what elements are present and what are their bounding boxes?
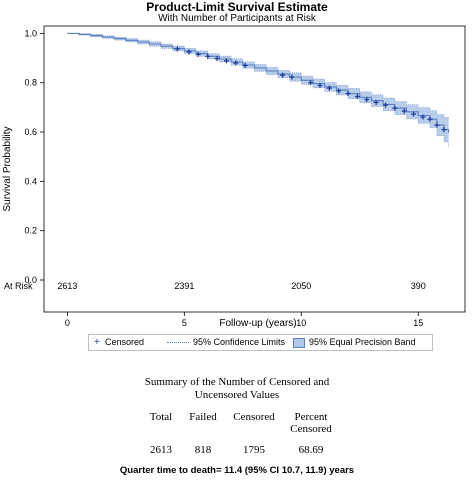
censored-mark bbox=[242, 62, 248, 68]
x-tick-label: 10 bbox=[296, 318, 306, 328]
value-percent-censored: 68.69 bbox=[298, 444, 324, 456]
summary-title-line1: Summary of the Number of Censored and bbox=[144, 376, 330, 388]
y-tick-label: 0.0 bbox=[24, 275, 37, 285]
header-censored: Censored bbox=[233, 411, 275, 423]
at-risk-count: 2050 bbox=[291, 281, 311, 291]
y-tick-label: 0.4 bbox=[24, 176, 37, 186]
censored-mark bbox=[186, 49, 192, 55]
legend-confidence-limits: 95% Confidence Limits bbox=[193, 337, 286, 347]
at-risk-count: 390 bbox=[411, 281, 426, 291]
censored-mark bbox=[326, 85, 332, 91]
censored-mark bbox=[420, 114, 426, 120]
header-total: Total bbox=[149, 411, 173, 423]
value-failed: 818 bbox=[194, 444, 212, 456]
censored-mark bbox=[345, 91, 351, 97]
chart-subtitle: With Number of Participants at Risk bbox=[158, 13, 316, 24]
x-axis-title: Follow-up (years) bbox=[219, 318, 296, 329]
header-percent-censored: Censored bbox=[290, 423, 332, 435]
censored-mark bbox=[336, 88, 342, 94]
chart-title: Product-Limit Survival Estimate bbox=[146, 0, 328, 14]
censored-mark bbox=[280, 72, 286, 78]
censored-mark bbox=[373, 99, 379, 105]
censored-mark bbox=[174, 46, 180, 52]
censored-mark bbox=[195, 51, 201, 57]
legend-precision-band: 95% Equal Precision Band bbox=[309, 337, 416, 347]
header-percent: Percent bbox=[294, 411, 328, 423]
censored-mark bbox=[364, 96, 370, 102]
value-total: 2613 bbox=[150, 444, 172, 456]
y-tick-label: 0.8 bbox=[24, 78, 37, 88]
censored-mark bbox=[205, 53, 211, 59]
censored-mark bbox=[382, 102, 388, 108]
ci-upper-line bbox=[67, 33, 449, 119]
at-risk-label: At Risk bbox=[4, 281, 33, 291]
censored-mark bbox=[411, 111, 417, 117]
censored-marker-icon: + bbox=[94, 337, 100, 348]
quarter-time-note: Quarter time to death= 11.4 (95% CI 10.7… bbox=[119, 465, 355, 476]
summary-title-line2: Uncensored Values bbox=[194, 389, 280, 401]
at-risk-count: 2391 bbox=[174, 281, 194, 291]
censored-mark bbox=[441, 127, 447, 133]
survival-curve bbox=[67, 32, 450, 133]
x-tick-label: 15 bbox=[413, 318, 423, 328]
censored-mark bbox=[427, 116, 433, 122]
equal-precision-band bbox=[67, 33, 449, 147]
censored-mark bbox=[354, 94, 360, 100]
ci-line-icon bbox=[167, 342, 189, 343]
header-failed: Failed bbox=[189, 411, 217, 423]
censored-mark bbox=[401, 108, 407, 114]
legend-censored: Censored bbox=[105, 337, 145, 347]
censored-mark bbox=[214, 56, 220, 62]
censored-mark bbox=[434, 122, 440, 128]
x-tick-label: 0 bbox=[65, 318, 70, 328]
value-censored: 1795 bbox=[243, 444, 265, 456]
censored-mark bbox=[289, 74, 295, 80]
y-tick-label: 1.0 bbox=[24, 28, 37, 38]
plot-frame bbox=[43, 25, 466, 313]
censored-mark bbox=[233, 60, 239, 66]
y-tick-label: 0.6 bbox=[24, 127, 37, 137]
y-axis-title: Survival Probability bbox=[2, 126, 13, 211]
at-risk-count: 2613 bbox=[57, 281, 77, 291]
censored-mark bbox=[317, 82, 323, 88]
ci-lower-line bbox=[67, 33, 449, 147]
censored-mark bbox=[392, 105, 398, 111]
band-swatch-icon bbox=[293, 338, 305, 348]
censored-mark bbox=[223, 58, 229, 64]
x-tick-label: 5 bbox=[182, 318, 187, 328]
chart-legend: + Censored 95% Confidence Limits 95% Equ… bbox=[88, 334, 433, 351]
censored-mark bbox=[308, 80, 314, 86]
y-tick-label: 0.2 bbox=[24, 226, 37, 236]
